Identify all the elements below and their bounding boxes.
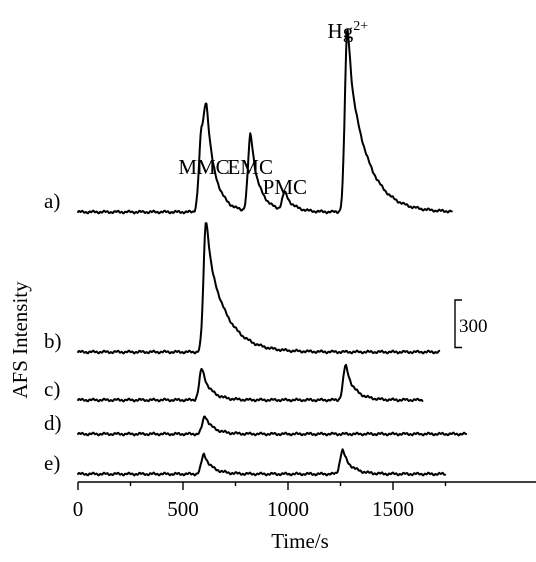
series-label-b: b) <box>44 329 62 353</box>
series-label-c: c) <box>44 377 60 401</box>
trace-d <box>77 415 468 437</box>
x-axis-label: Time/s <box>271 529 329 553</box>
x-tick-label-1500: 1500 <box>372 497 414 521</box>
trace-a <box>77 28 453 215</box>
x-tick-label-1000: 1000 <box>267 497 309 521</box>
peak-label-pmc: PMC <box>263 175 307 199</box>
scale-bar: 300 <box>454 299 488 349</box>
traces-group <box>77 28 468 477</box>
trace-c <box>77 363 424 403</box>
x-axis: 0 500 1000 1500 Time/s <box>73 481 536 553</box>
y-axis-label: AFS Intensity <box>8 281 32 399</box>
x-tick-label-500: 500 <box>167 497 199 521</box>
trace-e <box>77 448 447 477</box>
series-label-a: a) <box>44 189 60 213</box>
x-tick-label-0: 0 <box>73 497 84 521</box>
peak-label-emc: EMC <box>227 155 273 179</box>
peak-label-mmc: MMC <box>178 155 229 179</box>
scale-bar-label: 300 <box>459 316 488 337</box>
series-label-d: d) <box>44 411 62 435</box>
series-labels-group: a) b) c) d) e) <box>44 189 62 475</box>
x-ticks-group: 0 500 1000 1500 <box>73 482 447 521</box>
series-label-e: e) <box>44 451 60 475</box>
peak-label-hg: Hg2+ <box>328 19 369 43</box>
trace-b <box>77 222 441 355</box>
scale-bar-bracket <box>454 299 462 349</box>
